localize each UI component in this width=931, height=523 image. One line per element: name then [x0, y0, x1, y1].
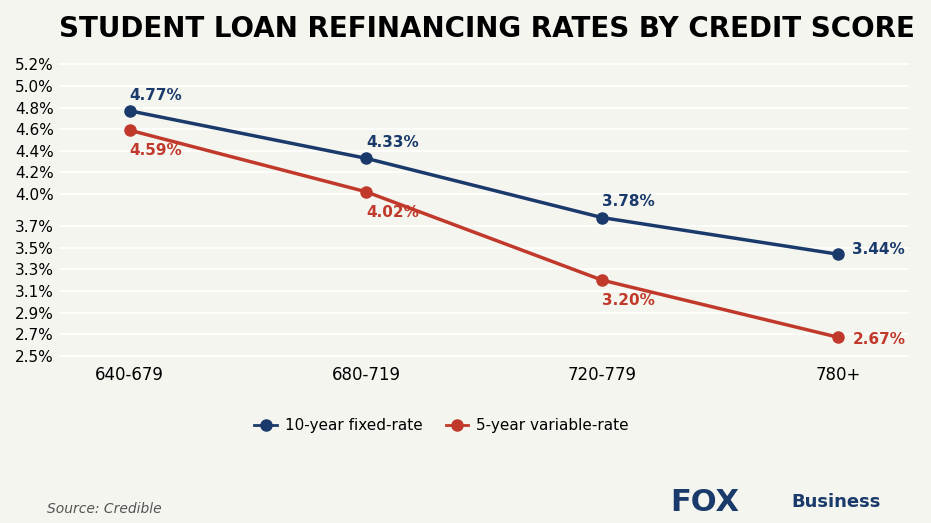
Text: 3.20%: 3.20%: [602, 293, 655, 308]
Text: 2.67%: 2.67%: [852, 332, 905, 347]
10-year fixed-rate: [833, 251, 844, 257]
Text: 4.59%: 4.59%: [129, 143, 182, 158]
Text: Source: Credible: Source: Credible: [47, 502, 161, 516]
10-year fixed-rate: [124, 108, 135, 114]
Line: 10-year fixed-rate: 10-year fixed-rate: [124, 105, 843, 260]
5-year variable-rate: [360, 189, 371, 195]
Text: FOX: FOX: [670, 487, 739, 517]
Text: 4.33%: 4.33%: [366, 135, 419, 150]
Legend: 10-year fixed-rate, 5-year variable-rate: 10-year fixed-rate, 5-year variable-rate: [249, 412, 635, 439]
5-year variable-rate: [833, 334, 844, 340]
Line: 5-year variable-rate: 5-year variable-rate: [124, 124, 843, 343]
Text: 4.02%: 4.02%: [366, 204, 419, 220]
5-year variable-rate: [597, 277, 608, 283]
Text: 4.77%: 4.77%: [129, 88, 182, 103]
5-year variable-rate: [124, 127, 135, 133]
Text: STUDENT LOAN REFINANCING RATES BY CREDIT SCORE: STUDENT LOAN REFINANCING RATES BY CREDIT…: [59, 15, 915, 43]
Text: Business: Business: [791, 493, 881, 511]
10-year fixed-rate: [597, 214, 608, 221]
Text: 3.44%: 3.44%: [852, 242, 905, 257]
10-year fixed-rate: [360, 155, 371, 162]
Text: 3.78%: 3.78%: [602, 195, 654, 210]
